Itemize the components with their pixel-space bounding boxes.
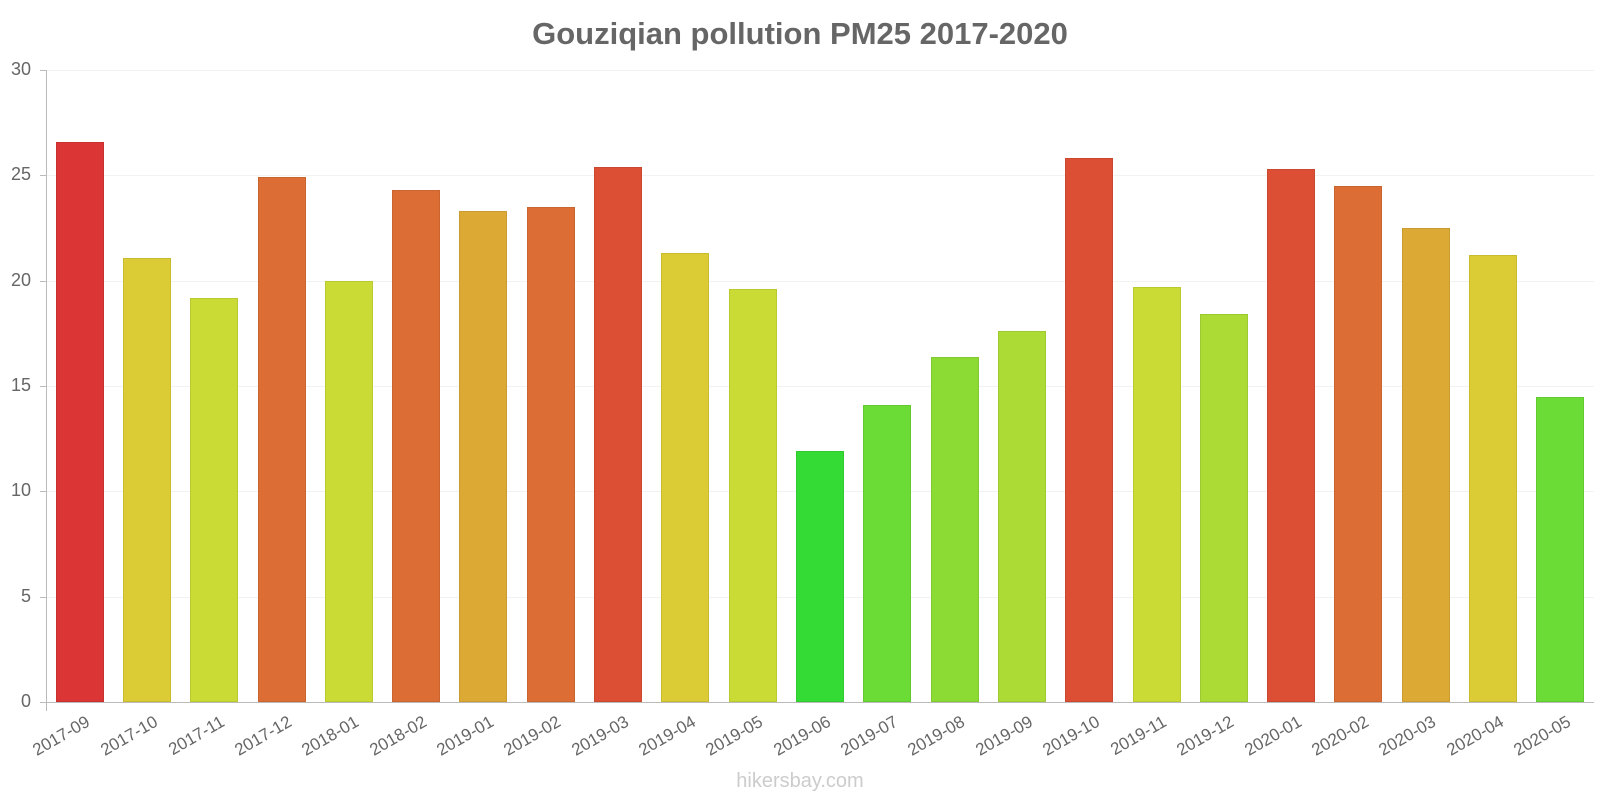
y-tick-mark: [40, 702, 46, 703]
bar-2019-10[interactable]: [1065, 158, 1114, 702]
gridline: [46, 70, 1594, 71]
x-tick-label: 2017-11: [165, 712, 228, 760]
y-tick-label: 0: [20, 691, 31, 711]
bar-2017-12[interactable]: [257, 177, 306, 702]
gridline: [46, 280, 1594, 282]
chart-title: Gouziqian pollution PM25 2017-2020: [532, 16, 1068, 51]
x-tick-label: 2018-02: [366, 712, 430, 760]
y-tick-label: 20: [10, 269, 31, 290]
bar-2019-07[interactable]: [863, 404, 912, 702]
bar-2020-03[interactable]: [1401, 228, 1450, 702]
y-tick-label: 5: [20, 585, 31, 606]
bar-2017-09[interactable]: [55, 141, 104, 702]
x-tick-label: 2019-11: [1107, 712, 1171, 760]
bar-2019-01[interactable]: [459, 211, 508, 702]
x-tick-label: 2018-01: [298, 712, 363, 760]
bar-2019-06[interactable]: [796, 451, 844, 702]
x-tick-label: 2019-07: [837, 712, 901, 760]
x-tick-label: 2020-03: [1375, 712, 1440, 760]
y-axis: [46, 70, 47, 711]
x-tick-label: 2017-12: [231, 712, 296, 760]
x-tick-label: 2019-10: [1039, 712, 1103, 760]
y-tick-mark: [40, 70, 46, 71]
gridline: [46, 386, 1594, 387]
bar-2019-12[interactable]: [1199, 314, 1248, 702]
y-tick-mark: [40, 280, 46, 282]
bar-2020-05[interactable]: [1536, 396, 1585, 702]
bar-2020-02[interactable]: [1334, 185, 1383, 702]
x-tick-label: 2019-09: [971, 712, 1036, 760]
x-tick-label: 2017-10: [96, 712, 161, 760]
bar-2019-04[interactable]: [661, 253, 710, 702]
x-axis: [40, 702, 1594, 703]
x-tick-label: 2019-02: [500, 712, 565, 760]
x-tick-label: 2019-04: [635, 712, 699, 760]
x-tick-label: 2019-05: [702, 712, 767, 760]
bar-2020-01[interactable]: [1267, 169, 1316, 702]
y-tick-label: 10: [10, 480, 31, 501]
bar-2020-04[interactable]: [1469, 255, 1518, 702]
x-tick-label: 2020-04: [1443, 712, 1507, 760]
y-tick-mark: [40, 175, 46, 177]
x-tick-label: 2019-01: [433, 712, 497, 760]
x-tick-label: 2019-06: [769, 712, 834, 760]
gridline: [46, 175, 1594, 177]
bar-2019-05[interactable]: [728, 289, 777, 702]
x-tick-label: 2017-09: [29, 712, 94, 760]
bar-2019-03[interactable]: [594, 166, 643, 702]
bar-2019-11[interactable]: [1132, 287, 1181, 702]
bar-2019-09[interactable]: [997, 331, 1046, 702]
bar-2018-02[interactable]: [392, 190, 441, 702]
x-tick-label: 2020-05: [1510, 712, 1574, 760]
watermark: hikersbay.com: [736, 770, 864, 792]
y-tick-label: 25: [10, 164, 31, 185]
y-tick-mark: [40, 491, 46, 493]
y-tick-mark: [40, 386, 46, 387]
y-tick-label: 15: [10, 375, 31, 395]
x-tick-label: 2020-01: [1241, 712, 1305, 760]
x-tick-label: 2019-08: [904, 712, 969, 760]
bar-2018-01[interactable]: [324, 280, 373, 702]
bar-2019-02[interactable]: [526, 206, 575, 702]
bar-2017-11[interactable]: [190, 297, 239, 702]
x-tick-label: 2019-03: [568, 712, 632, 760]
bar-2017-10[interactable]: [122, 257, 171, 702]
plot-area: [46, 70, 1594, 702]
x-tick-label: 2020-02: [1308, 712, 1372, 760]
y-tick-label: 30: [10, 59, 31, 79]
x-tick-label: 2019-12: [1173, 712, 1238, 760]
y-tick-mark: [40, 596, 46, 598]
bar-2019-08[interactable]: [930, 356, 979, 702]
